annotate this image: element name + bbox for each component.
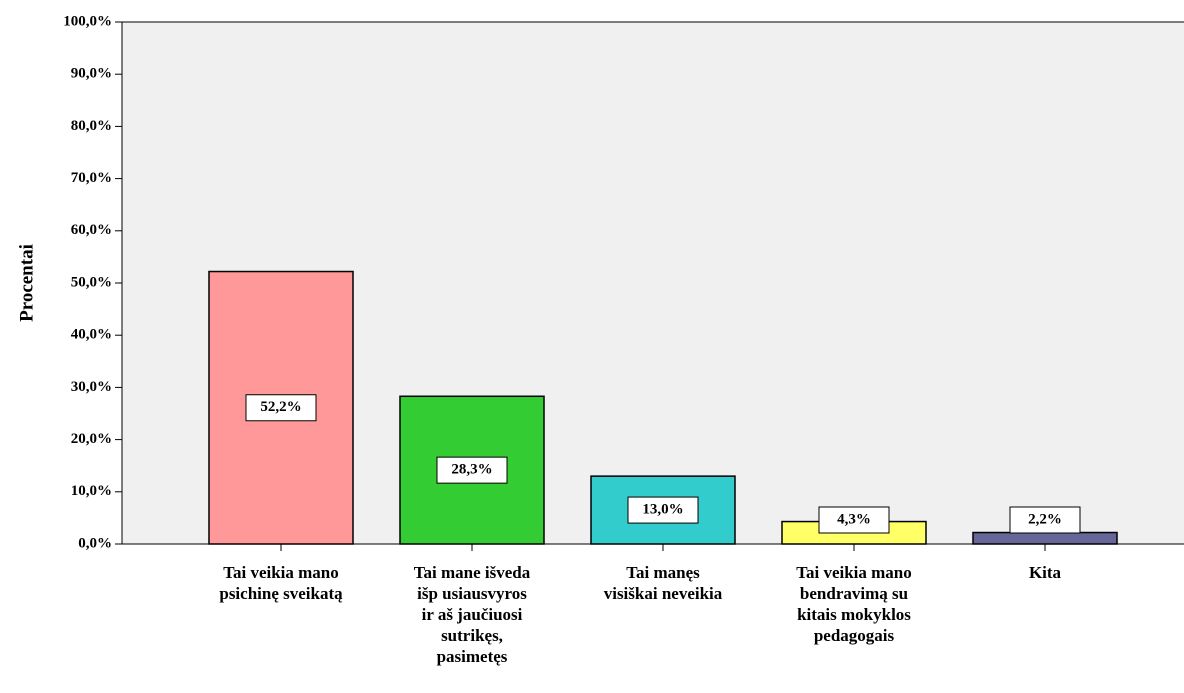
value-label-box	[627, 496, 699, 524]
y-tick-label: 10,0%	[71, 483, 112, 499]
y-tick-label: 20,0%	[71, 431, 112, 447]
y-tick-label: 30,0%	[71, 379, 112, 395]
value-label-box	[818, 506, 890, 534]
x-tick-label: Tai veikia mano psichinę sveikatą	[219, 563, 343, 603]
y-tick-label: 90,0%	[71, 66, 112, 82]
y-tick-label: 100,0%	[63, 13, 112, 29]
value-label: 28,3%	[451, 462, 492, 478]
value-label-box	[1009, 506, 1081, 534]
x-tick-label: Tai manęs visiškai neveikia	[604, 563, 723, 603]
value-label: 2,2%	[1028, 511, 1062, 527]
y-tick-label: 60,0%	[71, 222, 112, 238]
value-label: 52,2%	[260, 399, 301, 415]
y-tick-label: 70,0%	[71, 170, 112, 186]
x-tick-label: Tai mane išveda išp usiausvyros ir aš jauč…	[414, 563, 531, 666]
value-label: 4,3%	[837, 511, 871, 527]
y-axis-title: Procentai	[16, 244, 37, 322]
x-tick-label: Tai veikia mano bendravimą su kitais mokyk…	[796, 563, 912, 645]
y-tick-label: 40,0%	[71, 327, 112, 343]
value-label-box	[436, 456, 508, 484]
y-tick-label: 50,0%	[71, 274, 112, 290]
value-label-box	[245, 394, 317, 422]
x-tick-label: Kita	[1029, 563, 1062, 582]
y-tick-label: 80,0%	[71, 118, 112, 134]
value-label: 13,0%	[642, 502, 683, 518]
y-tick-label: 0,0%	[78, 535, 112, 551]
bar	[972, 531, 1118, 545]
